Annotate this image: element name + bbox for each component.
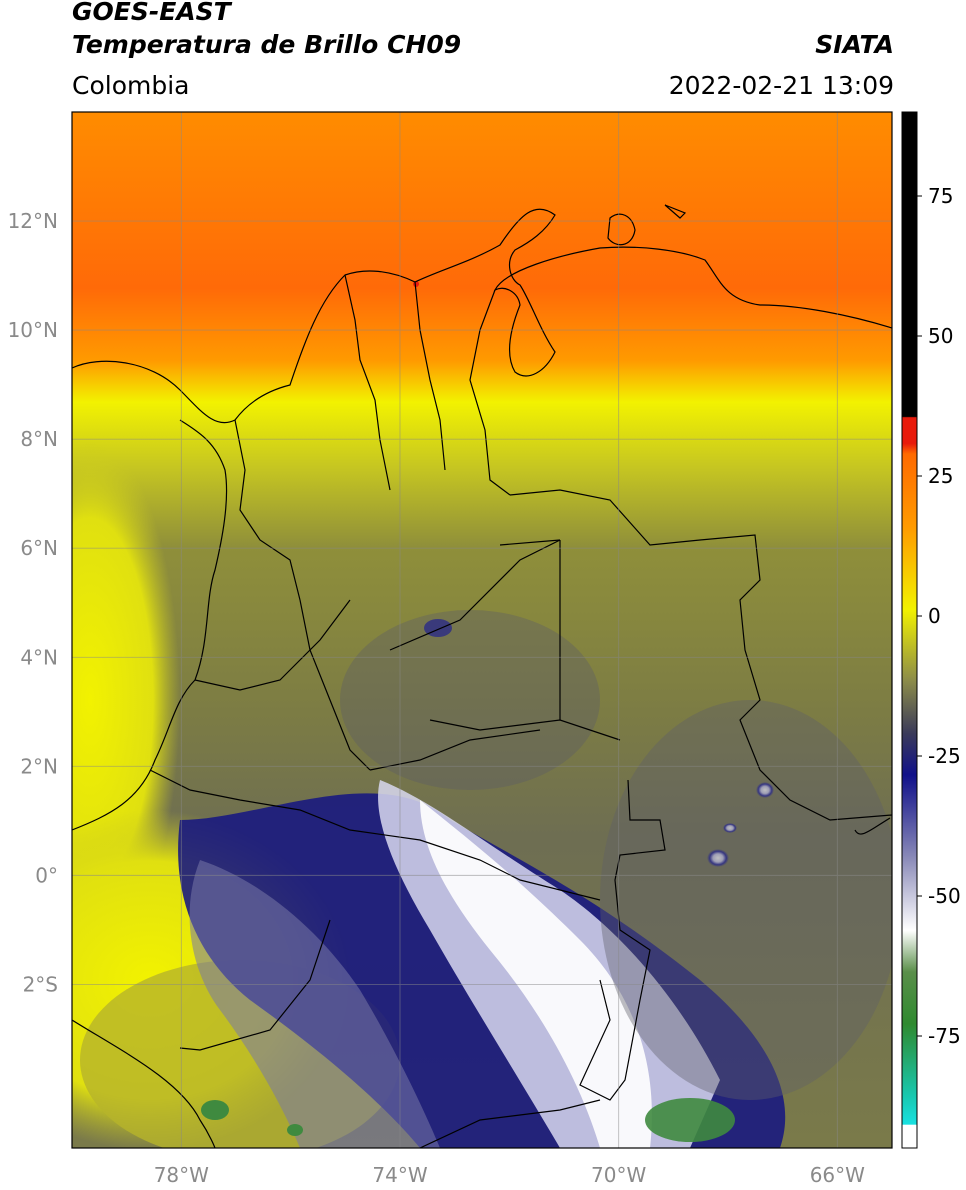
satellite-title: GOES-EAST <box>72 0 231 26</box>
lon-tick-label: 66°W <box>810 1163 865 1187</box>
gridlines <box>72 112 892 1148</box>
colorbar-ticks: 75 50 25 0 -25 -50 -75 <box>917 184 961 1048</box>
colorbar-tick-label: 25 <box>928 464 953 488</box>
lat-tick-label: 6°N <box>20 536 58 560</box>
lon-tick-label: 74°W <box>372 1163 427 1187</box>
lat-tick-label: 12°N <box>8 209 58 233</box>
colorbar <box>902 112 917 1148</box>
colorbar-tick-label: 50 <box>928 324 953 348</box>
colorbar-tick-label: 75 <box>928 184 953 208</box>
colorbar-tick-label: -25 <box>928 744 961 768</box>
coastlines-and-borders <box>72 204 892 1148</box>
lat-tick-label: 2°N <box>20 754 58 778</box>
lat-tick-label: 4°N <box>20 645 58 669</box>
brand-label: SIATA <box>815 30 894 59</box>
lat-tick-label: 10°N <box>8 318 58 342</box>
lat-tick-label: 2°S <box>23 972 58 996</box>
product-title: Temperatura de Brillo CH09 <box>72 30 462 59</box>
colorbar-tick-label: -75 <box>928 1024 961 1048</box>
axis-labels: 78°W 74°W 70°W 66°W 12°N 10°N 8°N 6°N 4°N 2°N 0° 2°… <box>8 209 866 1187</box>
colorbar-tick-label: 0 <box>928 604 941 628</box>
lon-tick-label: 78°W <box>154 1163 209 1187</box>
colorbar-tick-label: -50 <box>928 884 961 908</box>
brightness-temperature-field <box>72 112 892 1148</box>
lat-tick-label: 8°N <box>20 427 58 451</box>
colorbar-frame <box>901 111 918 1149</box>
lat-tick-label: 0° <box>35 863 58 887</box>
map-frame <box>71 111 893 1149</box>
timestamp: 2022-02-21 13:09 <box>668 71 894 100</box>
lon-tick-label: 70°W <box>591 1163 646 1187</box>
region-subtitle: Colombia <box>72 71 190 100</box>
